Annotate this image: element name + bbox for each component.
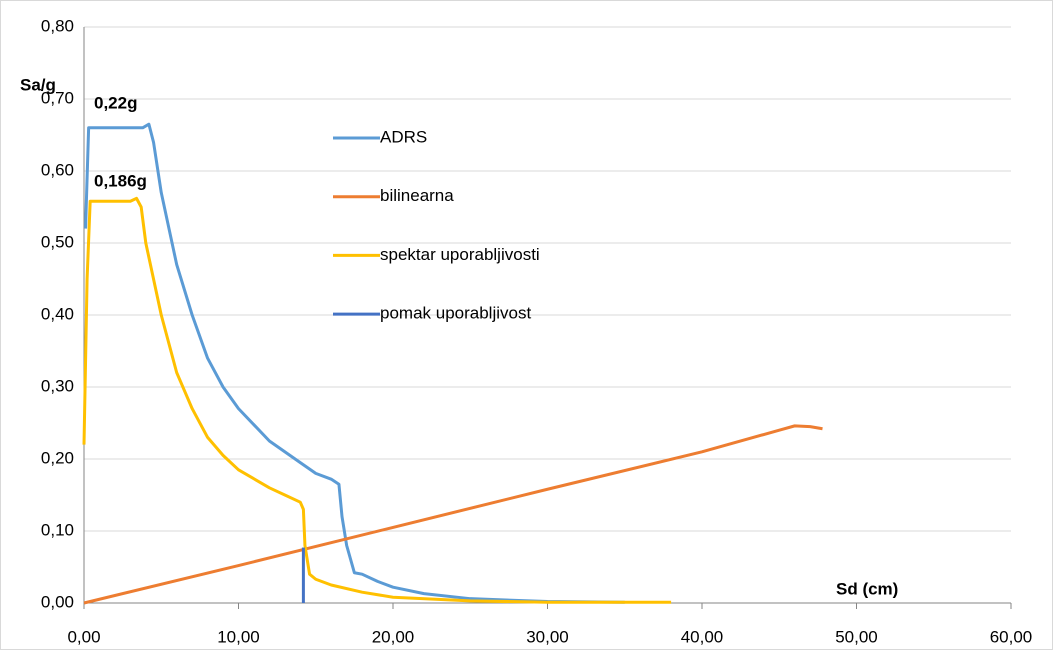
series-line [84, 122, 625, 604]
y-tick-label: 0,20 [41, 448, 74, 467]
x-axis-label: Sd (cm) [836, 579, 898, 598]
y-tick-label: 0,80 [41, 16, 74, 35]
y-tick-label: 0,70 [41, 88, 74, 107]
series-line [83, 424, 823, 605]
legend-label: ADRS [380, 127, 427, 146]
annotation: 0,186g [94, 171, 147, 190]
series-line [82, 196, 672, 604]
y-tick-label: 0,10 [41, 520, 74, 539]
y-axis-label: Sa/g [20, 75, 56, 94]
x-tick-label: 50,00 [835, 627, 878, 646]
y-tick-label: 0,30 [41, 376, 74, 395]
y-tick-label: 0,50 [41, 232, 74, 251]
x-tick-label: 60,00 [990, 627, 1033, 646]
y-tick-label: 0,40 [41, 304, 74, 323]
annotation: 0,22g [94, 93, 137, 112]
legend-label: spektar uporabljivosti [380, 245, 540, 264]
legend-label: pomak uporabljivost [380, 304, 531, 323]
legend-label: bilinearna [380, 186, 454, 205]
x-tick-label: 20,00 [372, 627, 415, 646]
x-tick-label: 10,00 [217, 627, 260, 646]
x-tick-label: 40,00 [681, 627, 724, 646]
y-tick-label: 0,00 [41, 592, 74, 611]
x-tick-label: 30,00 [526, 627, 569, 646]
x-tick-label: 0,00 [67, 627, 100, 646]
y-tick-label: 0,60 [41, 160, 74, 179]
